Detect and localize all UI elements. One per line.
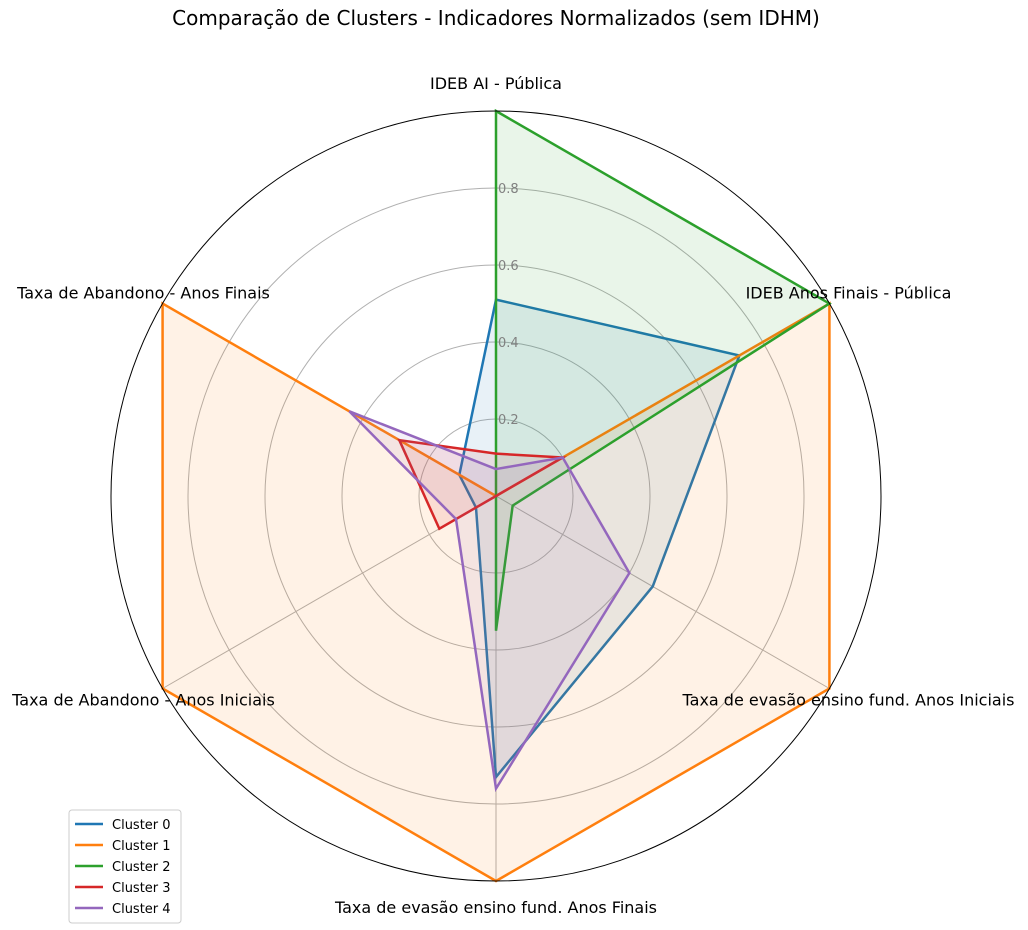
series-fill-cluster-3	[399, 440, 563, 529]
radial-tick-label: 0.4	[498, 336, 519, 351]
radial-tick-label: 0.6	[498, 259, 519, 274]
legend-label: Cluster 3	[112, 881, 171, 896]
radial-tick-label: 0.2	[498, 413, 519, 428]
series-layer	[110, 108, 882, 883]
radial-tick-layer: 0.2 0.4 0.6 0.8	[498, 182, 519, 428]
axis-label: Taxa de evasão ensino fund. Anos Finais	[334, 898, 657, 917]
series-line-cluster-2	[494, 108, 832, 631]
series-fill-cluster-2	[496, 111, 830, 631]
axis-label: IDEB Anos Finais - Pública	[746, 284, 952, 303]
series-fill-cluster-4	[349, 411, 630, 789]
chart-title: Comparação de Clusters - Indicadores Nor…	[172, 6, 820, 30]
series-fill-cluster-0	[459, 299, 740, 778]
legend-label: Cluster 4	[112, 902, 171, 917]
axis-label: Taxa de Abandono - Anos Iniciais	[11, 691, 275, 710]
axis-label: IDEB AI - Pública	[430, 74, 562, 93]
radial-tick-label: 0.8	[498, 182, 519, 197]
axis-label: Taxa de Abandono - Anos Finais	[16, 284, 270, 303]
axis-label-layer: IDEB AI - Pública IDEB Anos Finais - Públ…	[11, 74, 1014, 917]
legend-label: Cluster 0	[112, 818, 171, 833]
series-line-cluster-4	[348, 410, 631, 793]
legend-box	[68, 809, 182, 924]
outer-frame	[110, 110, 882, 882]
series-line-cluster-3	[397, 438, 567, 531]
legend-label: Cluster 1	[112, 839, 171, 854]
axis-label: Taxa de evasão ensino fund. Anos Iniciai…	[682, 691, 1015, 710]
legend-label: Cluster 2	[112, 860, 171, 875]
legend: Cluster 0 Cluster 1 Cluster 2 Cluster 3 Clus…	[68, 809, 182, 924]
grid-spoke	[495, 495, 830, 689]
